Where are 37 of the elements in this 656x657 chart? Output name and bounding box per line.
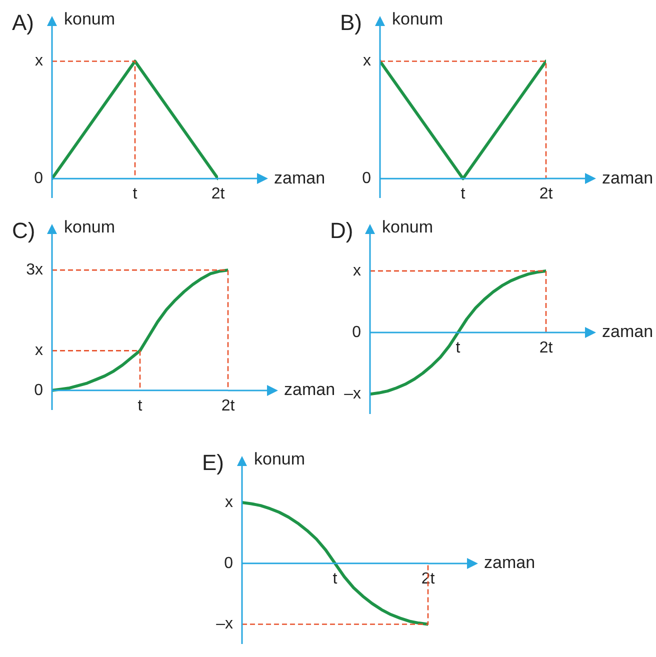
ref-line-label: –x bbox=[216, 616, 233, 633]
chart-title: A) bbox=[12, 10, 34, 36]
chart-title: D) bbox=[330, 218, 354, 244]
text: 0 bbox=[34, 170, 44, 188]
x-tick-label: 2t bbox=[221, 397, 236, 414]
y-axis-title: konum bbox=[392, 10, 444, 29]
x-tick-label: t bbox=[460, 186, 466, 203]
y-axis-title: konum bbox=[382, 218, 434, 237]
ref-line-label: x bbox=[363, 52, 371, 70]
text: 0 bbox=[352, 324, 362, 341]
text: 0 bbox=[362, 170, 372, 188]
x-tick-label: 2t bbox=[539, 340, 554, 357]
x-tick-label: 2t bbox=[539, 186, 554, 203]
x-axis-title: zaman bbox=[284, 380, 336, 400]
ref-line-label: 3x bbox=[26, 261, 43, 278]
ref-line-label: x bbox=[35, 342, 43, 360]
x-axis-title: zaman bbox=[484, 553, 536, 572]
x-tick-label: t bbox=[132, 186, 138, 203]
ref-line-label: x bbox=[35, 52, 43, 70]
y-axis-title: konum bbox=[64, 218, 116, 237]
x-tick-label: t bbox=[332, 570, 338, 588]
chart-title: C) bbox=[12, 218, 36, 244]
x-axis-title: zaman bbox=[602, 322, 654, 342]
ref-line-label: x bbox=[353, 262, 361, 280]
chart-title: B) bbox=[340, 10, 362, 36]
text: –x bbox=[344, 386, 361, 403]
x-axis-title: zaman bbox=[274, 168, 326, 188]
text: x bbox=[225, 494, 233, 511]
text: 0 bbox=[224, 554, 234, 572]
chart-title: E) bbox=[202, 450, 224, 476]
text: 0 bbox=[34, 382, 44, 399]
x-tick-label: t bbox=[456, 340, 461, 357]
x-tick-label: 2t bbox=[211, 186, 226, 203]
y-axis-title: konum bbox=[254, 450, 306, 469]
x-tick-label: t bbox=[138, 397, 143, 414]
x-axis-title: zaman bbox=[602, 168, 654, 188]
y-axis-title: konum bbox=[64, 10, 116, 29]
